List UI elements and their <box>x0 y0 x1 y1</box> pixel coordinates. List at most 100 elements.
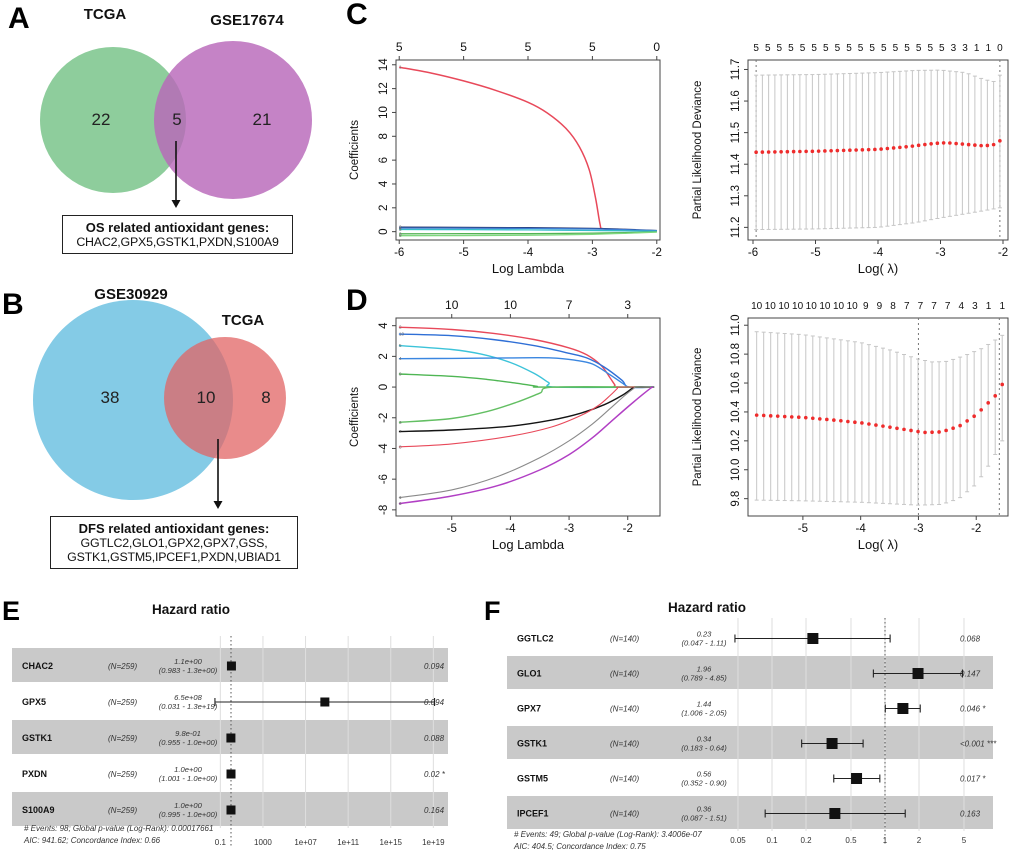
hr-ci: (0.352 - 0.90) <box>681 779 727 788</box>
x-axis-label: Log( λ) <box>858 261 898 276</box>
dfs-genes-box-title: DFS related antioxidant genes: <box>78 521 270 536</box>
venn-b-left-count: 38 <box>100 388 120 407</box>
deviance-dot <box>904 145 908 149</box>
y-tick-label: -6 <box>378 474 390 484</box>
venn-a-left-title: TCGA <box>83 6 127 23</box>
top-axis-label: 5 <box>788 43 794 54</box>
axis-tick-label: 1e+11 <box>337 838 359 847</box>
y-tick-label: 11.2 <box>730 217 742 239</box>
top-axis-label: 3 <box>624 298 631 312</box>
top-axis-label: 9 <box>863 301 869 312</box>
series-id-label: 2 <box>399 325 402 330</box>
series-id-label: 5 <box>399 343 402 348</box>
cv-deviance-os-chart: -6 -5 -4 -3 -2 11.2 11.3 11.4 11.5 11.6 11.7 Log( λ… <box>686 4 1020 286</box>
axis-tick-label: 1e+19 <box>422 838 445 847</box>
deviance-dot <box>951 426 955 431</box>
forest-plot-dfs-hazard: Hazard ratio GGTLC2 (N=140) 0.23 (0.047 - 1.… <box>480 596 1020 854</box>
y-tick-label: 0 <box>378 228 390 234</box>
series-id-label: 7 <box>399 429 402 434</box>
deviance-dot <box>873 147 877 152</box>
deviance-dot <box>985 143 990 148</box>
deviance-dot <box>1000 382 1005 387</box>
hr-square <box>897 703 909 714</box>
deviance-dot <box>803 415 808 420</box>
deviance-dot <box>874 423 878 427</box>
top-axis-label: 4 <box>959 301 965 312</box>
p-value: 0.02 * <box>424 770 446 779</box>
gene-label: GLO1 <box>517 669 542 679</box>
y-tick-label: 11.0 <box>730 314 742 336</box>
deviance-dot <box>895 426 899 431</box>
deviance-dot <box>898 145 902 150</box>
hr-ci: (1.001 - 1.0e+00) <box>159 774 218 783</box>
top-axis-label: 10 <box>792 301 804 312</box>
series-id-label: 2 <box>399 225 402 230</box>
y-tick-label: 0 <box>378 384 390 390</box>
d_cv-svg: -5 -4 -3 -2 9.8 10.0 10.2 10.4 10.6 10.8 11.0 Log( … <box>692 301 1009 552</box>
arrow-head <box>213 501 223 509</box>
deviance-dot <box>954 141 958 146</box>
series-id-label: 1 <box>399 65 402 70</box>
x-tick-label: -2 <box>998 247 1008 259</box>
gene-label: CHAC2 <box>22 661 53 671</box>
deviance-dot <box>941 141 946 145</box>
y-tick-label: 11.7 <box>730 59 742 81</box>
venn-b-right-count: 8 <box>261 388 271 407</box>
y-tick-label: 4 <box>378 322 390 329</box>
series-line <box>398 386 654 505</box>
gene-label: GSTK1 <box>517 739 547 749</box>
series-id-label: 5 <box>399 227 402 232</box>
venn-circle-right <box>154 41 312 199</box>
deviance-dot <box>853 420 857 425</box>
deviance-dot <box>829 148 833 153</box>
axis-tick-label: 5 <box>962 836 967 845</box>
n-label: (N=140) <box>610 810 639 819</box>
top-axis-label: 3 <box>951 43 957 54</box>
axis-tick-label: 0.05 <box>730 836 746 845</box>
hr-square <box>320 697 330 707</box>
plot-frame <box>395 59 661 241</box>
y-tick-label: 12 <box>378 82 390 95</box>
x-axis-label: Log( λ) <box>858 537 898 552</box>
deviance-dot <box>879 147 883 151</box>
footer-line-2: AIC: 941.62; Concordance Index: 0.66 <box>23 836 161 845</box>
hr-square <box>851 773 863 784</box>
forest-title: Hazard ratio <box>668 600 746 615</box>
deviance-dot <box>910 144 915 148</box>
deviance-dot <box>965 419 969 423</box>
hr-value: 0.23 <box>697 630 713 639</box>
y-axis-label: Partial Likelihood Deviance <box>692 81 704 220</box>
y-axis-label: Coefficients <box>349 387 361 447</box>
venn-circle-left <box>33 300 233 500</box>
deviance-dot <box>991 142 996 147</box>
x-tick-label: -6 <box>394 247 404 259</box>
hr-value: 0.34 <box>697 735 712 744</box>
y-tick-label: 4 <box>378 180 390 187</box>
p-value: 0.164 <box>424 806 445 815</box>
deviance-dot <box>960 142 965 146</box>
y-axis-label: Coefficients <box>349 120 361 180</box>
deviance-dot <box>916 429 920 434</box>
n-label: (N=140) <box>610 635 639 644</box>
panel-label-f: F <box>484 596 501 626</box>
deviance-dot <box>782 414 787 419</box>
deviance-dot <box>810 149 815 154</box>
axis-tick-label: 1 <box>883 836 888 845</box>
gene-label: GSTM5 <box>517 774 548 784</box>
top-axis-label: 5 <box>525 40 532 54</box>
y-tick-label: 11.6 <box>730 90 742 112</box>
venn-os-genes: TCGA GSE17674 22 5 21 OS related antioxi… <box>0 0 340 296</box>
p-value: 0.017 * <box>960 775 986 784</box>
deviance-dot <box>979 408 983 412</box>
axis-tick-label: 1e+07 <box>294 838 317 847</box>
p-value: 0.088 <box>424 734 445 743</box>
y-axis-label: Partial Likelihood Deviance <box>692 348 704 487</box>
deviance-dot <box>944 428 948 433</box>
series-id-label: 4 <box>399 356 402 361</box>
deviance-dot <box>935 141 940 146</box>
y-tick-label: -8 <box>378 505 390 515</box>
deviance-dot <box>902 427 906 432</box>
deviance-dot <box>937 430 941 434</box>
